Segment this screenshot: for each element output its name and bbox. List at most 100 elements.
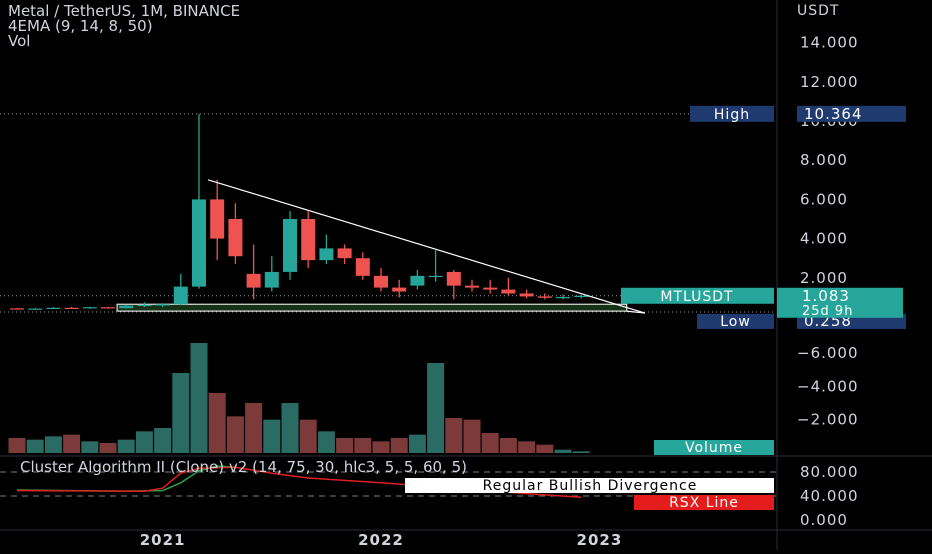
candle-body [574,295,589,298]
time-axis-label: 2022 [358,531,404,549]
volume-tick-label: −6.000 [797,344,859,362]
candle[interactable] [355,252,370,280]
indicator-tick-label: 40.000 [800,487,859,505]
candle[interactable] [246,244,261,300]
price-unit-label: USDT [797,3,840,19]
candle[interactable] [392,279,407,298]
volume-bar[interactable] [172,373,190,453]
volume-bar[interactable] [99,443,117,453]
volume-bar[interactable] [263,419,281,453]
candle[interactable] [101,306,115,309]
volume-bar[interactable] [481,433,499,453]
volume-bar[interactable] [8,438,26,453]
volume-bar[interactable] [390,438,408,453]
volume-bar[interactable] [427,363,445,453]
volume-bar[interactable] [281,403,299,453]
volume-bar[interactable] [117,439,135,453]
candle[interactable] [192,113,206,289]
candle[interactable] [155,303,170,308]
candle[interactable] [465,279,479,292]
volume-bar[interactable] [208,393,226,453]
candle[interactable] [410,269,425,290]
volume-bar[interactable] [554,449,572,453]
volume-bar[interactable] [372,441,390,453]
volume-bar[interactable] [518,441,536,453]
price-tick-label: 8.000 [800,151,848,169]
support-zone-box[interactable] [116,303,628,312]
volume-bar[interactable] [44,436,62,453]
trendline[interactable] [207,179,646,314]
volume-bar[interactable] [135,431,153,453]
volume-bar[interactable] [354,438,372,453]
volume-bar[interactable] [572,451,590,453]
candle[interactable] [537,293,552,300]
candle[interactable] [446,269,461,300]
price-tick-label: 2.000 [800,269,848,287]
candle[interactable] [64,306,79,309]
time-axis-label: 2021 [140,531,186,549]
candle[interactable] [574,295,589,299]
volume-bar[interactable] [463,419,481,453]
rsx-label-bg [634,495,774,510]
candle[interactable] [483,279,498,294]
candle-body [374,275,388,288]
candle-body [501,289,516,294]
indicator-title[interactable]: Cluster Algorithm II (Clone) v2 (14, 75,… [20,458,467,476]
candle[interactable] [228,203,243,265]
volume-bar[interactable] [190,343,208,453]
volume-bar[interactable] [408,434,426,453]
volume-bar[interactable] [445,418,463,453]
candle[interactable] [556,294,570,300]
volume-bar[interactable] [81,441,99,453]
candle[interactable] [137,302,152,308]
candle-body [428,275,443,278]
candle[interactable] [374,268,388,292]
indicator-tick-label: 80.000 [800,463,859,481]
volume-bar[interactable] [499,438,517,453]
volume-bar[interactable] [154,428,172,453]
volume-bar[interactable] [226,416,244,453]
candle[interactable] [28,307,43,310]
volume-bar[interactable] [317,431,335,453]
candle[interactable] [264,256,279,292]
volume-indicator-label[interactable]: Vol [8,32,31,50]
candle[interactable] [501,277,516,296]
candle-body [264,271,279,288]
candle[interactable] [82,306,97,309]
volume-bar[interactable] [336,438,354,453]
current-price-value-bg [777,287,903,318]
candle-body [119,305,134,309]
candle-body [192,199,206,287]
symbol-title[interactable]: Metal / TetherUS, 1M, BINANCE [8,2,241,20]
candle[interactable] [10,307,24,310]
candle[interactable] [119,304,134,309]
candle-body [210,199,225,239]
candle[interactable] [337,244,352,265]
volume-bar[interactable] [245,403,263,453]
candle[interactable] [173,273,188,306]
candle[interactable] [46,307,61,309]
candle-body [173,286,188,305]
candle[interactable] [210,179,225,261]
volume-bar[interactable] [63,434,81,453]
candle[interactable] [428,250,443,282]
price-tick-label: 12.000 [800,73,859,91]
candle[interactable] [283,211,297,280]
rsx-label: RSX Line [669,495,739,511]
candle-body [446,271,461,286]
candle[interactable] [319,234,334,265]
volume-bar[interactable] [536,444,554,453]
current-price-label: MTLUSDT [660,289,733,305]
candle-body [246,273,261,288]
volume-tick-label: −2.000 [797,411,859,429]
ema-indicator-label[interactable]: 4EMA (9, 14, 8, 50) [8,17,153,35]
current-price-value: 1.083 [802,287,850,305]
candle[interactable] [301,211,316,268]
volume-bar[interactable] [299,419,317,453]
candle[interactable] [519,289,534,299]
trendline-base[interactable] [626,310,645,314]
volume-bar[interactable] [26,439,44,453]
current-price-countdown: 25d 9h [802,304,853,319]
